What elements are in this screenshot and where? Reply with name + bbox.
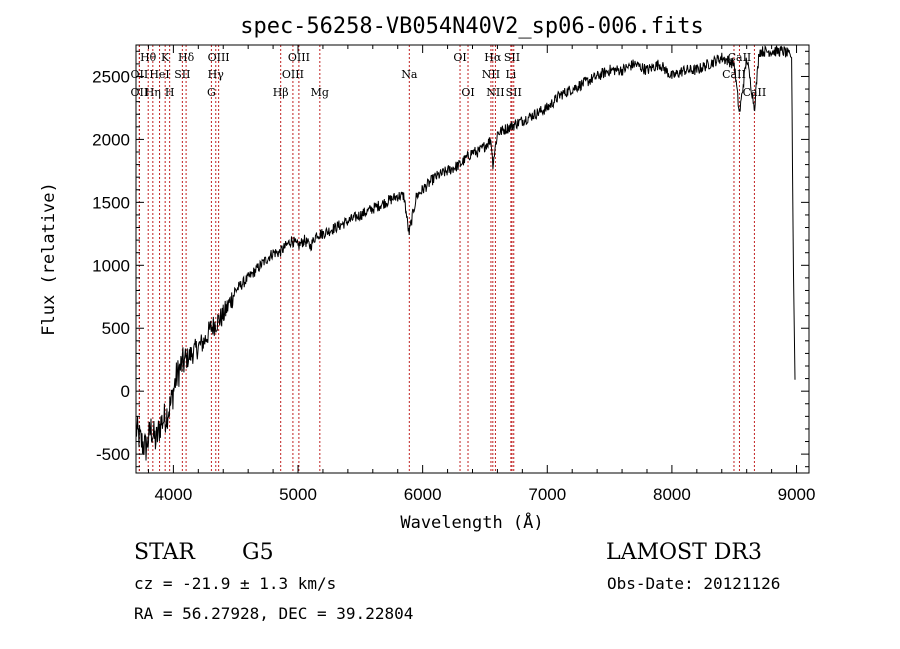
line-label: SII [506, 86, 522, 99]
x-tick-label: 4000 [154, 485, 192, 504]
survey-label: LAMOST DR3 [606, 540, 762, 565]
line-label: OIII [282, 68, 304, 81]
y-tick-label: 2500 [92, 67, 130, 86]
y-tick-label: -500 [96, 445, 130, 464]
y-axis: -500 0 500 1000 1500 2000 2500 [92, 50, 809, 468]
line-label: G [207, 86, 216, 99]
x-tick-label: 6000 [404, 485, 442, 504]
coords-text: RA = 56.27928, DEC = 39.22804 [134, 604, 414, 623]
obs-date-text: Obs-Date: 20121126 [607, 574, 781, 593]
line-label: OIII [288, 51, 310, 64]
line-label: Na [401, 68, 418, 81]
line-label: Hγ [208, 68, 225, 81]
line-label: OIII [208, 51, 230, 64]
redshift-text: cz = -21.9 ± 1.3 km/s [134, 574, 337, 593]
line-label: OI [453, 51, 466, 64]
x-tick-label: 5000 [279, 485, 317, 504]
plot-frame [135, 44, 810, 474]
y-tick-label: 0 [121, 382, 130, 401]
line-label: SII [174, 68, 190, 81]
spectrum-series [135, 44, 796, 461]
line-label: Li [505, 68, 516, 81]
line-label: H [165, 86, 175, 99]
y-axis-label: Flux (relative) [39, 182, 59, 336]
y-tick-label: 2000 [92, 130, 130, 149]
y-tick-label: 500 [102, 319, 130, 338]
line-label: SII [504, 51, 520, 64]
chart-title: spec-56258-VB054N40V2_sp06-006.fits [240, 14, 704, 39]
object-class: STAR [134, 540, 195, 565]
object-subclass: G5 [242, 540, 274, 565]
x-axis-label: Wavelength (Å) [400, 511, 543, 533]
spectrum-line-0 [135, 44, 796, 461]
line-label: CaII [728, 51, 752, 64]
y-tick-label: 1500 [92, 193, 130, 212]
line-label: Hδ [178, 51, 195, 64]
x-axis: 4000 5000 6000 7000 8000 9000 [147, 45, 816, 504]
line-label: NII [486, 86, 504, 99]
line-label: CaII [722, 68, 746, 81]
line-label: K [161, 51, 170, 64]
line-label: Hθ [140, 51, 157, 64]
line-label: Hα [484, 51, 502, 64]
line-label: NII [482, 68, 500, 81]
line-label: Hη [145, 86, 161, 99]
x-tick-label: 8000 [653, 485, 691, 504]
x-tick-label: 7000 [528, 485, 566, 504]
line-label: OII [131, 86, 149, 99]
line-label: HeI [149, 68, 169, 81]
line-label: Mg [311, 86, 329, 99]
line-label: Hβ [273, 86, 289, 99]
emission-line-markers [138, 45, 755, 473]
line-label: OI [461, 86, 474, 99]
x-tick-label: 9000 [778, 485, 816, 504]
line-label: OII [131, 68, 149, 81]
y-tick-label: 1000 [92, 256, 130, 275]
line-label: CaII [743, 86, 767, 99]
